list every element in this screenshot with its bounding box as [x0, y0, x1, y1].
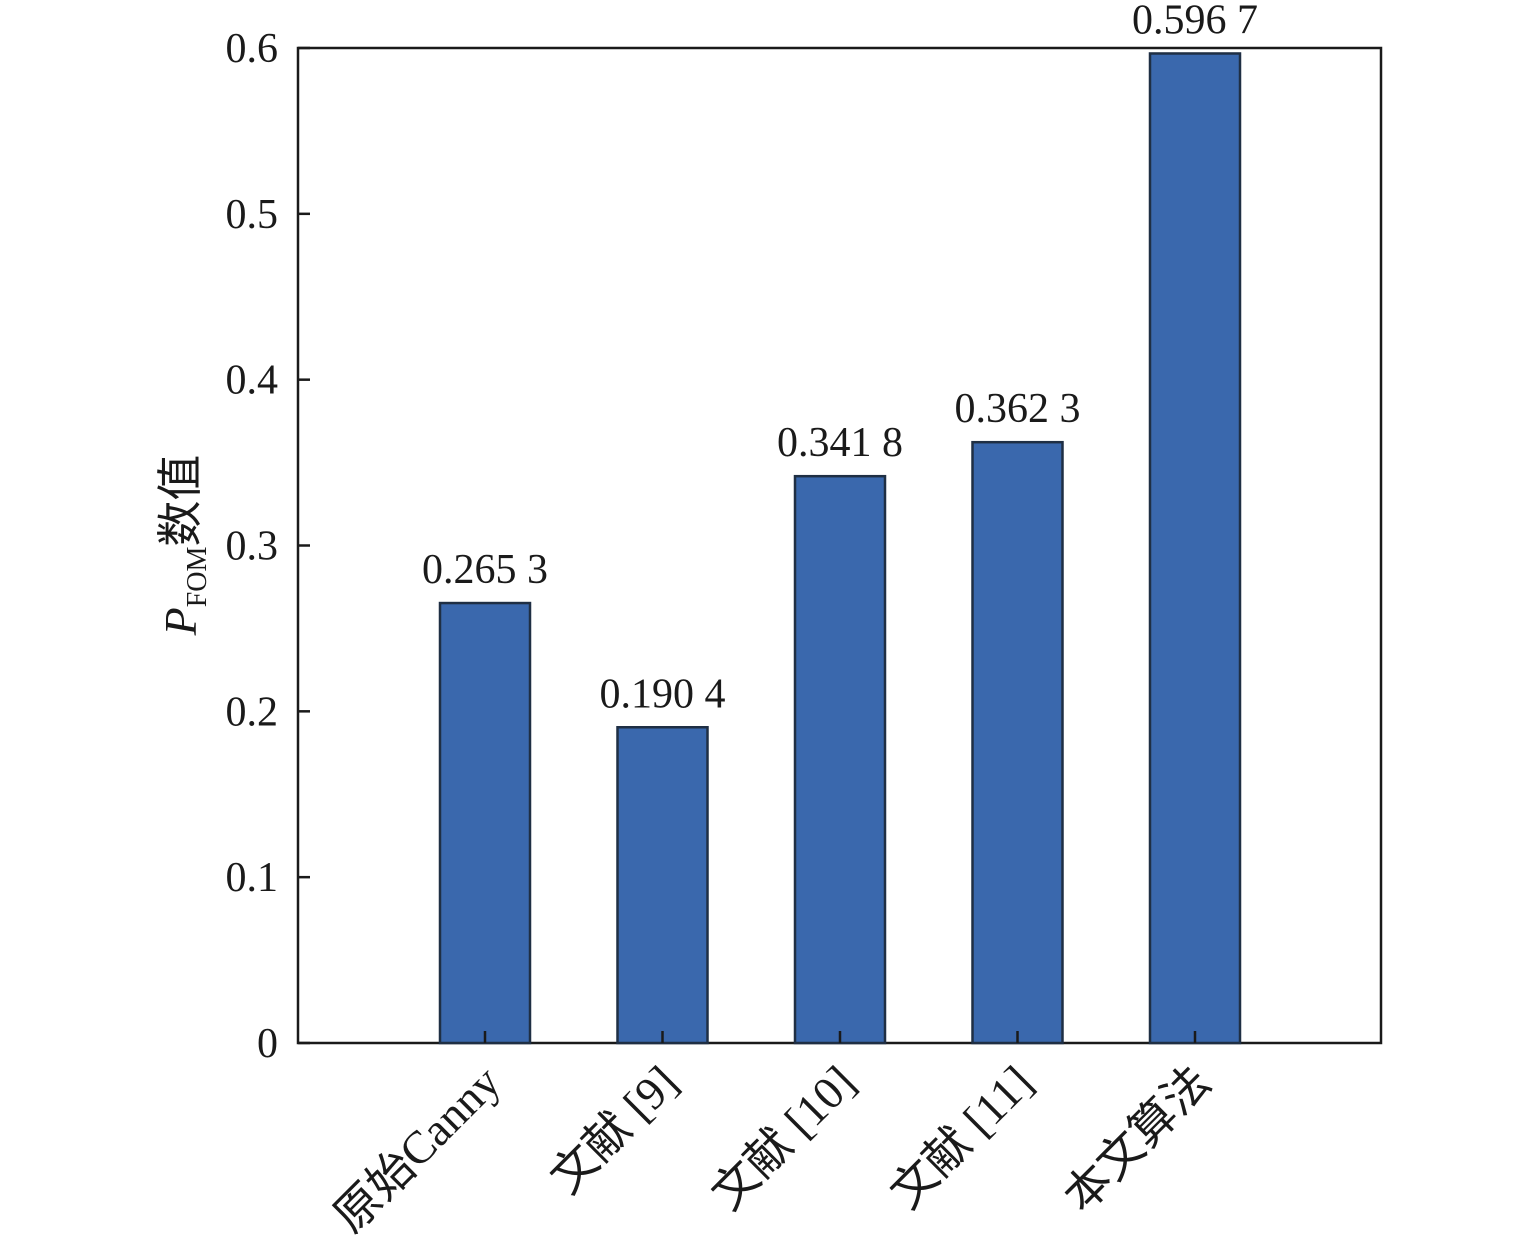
- bar-value-label: 0.265 3: [422, 547, 548, 593]
- y-tick-label: 0.1: [226, 855, 279, 901]
- bar: [793, 474, 887, 1045]
- y-axis-title: PFOM数值: [155, 455, 213, 637]
- x-category-label: 文献 [11]: [880, 1056, 1042, 1218]
- y-tick-label: 0.6: [226, 26, 279, 72]
- bar-value-label: 0.190 4: [600, 671, 726, 717]
- x-category-label: 本文算法: [1054, 1056, 1220, 1222]
- bar-value-label: 0.596 7: [1132, 0, 1258, 43]
- x-category-label: 原始Canny: [324, 1056, 510, 1242]
- y-tick-label: 0.5: [226, 192, 279, 238]
- y-axis-label-main: P: [155, 607, 206, 636]
- bar: [616, 726, 709, 1045]
- bar: [438, 601, 532, 1045]
- x-category-label: 文献 [9]: [540, 1056, 687, 1203]
- x-category-label: 文献 [10]: [702, 1056, 865, 1219]
- bar: [1148, 52, 1242, 1045]
- bar-value-label: 0.341 8: [777, 420, 903, 466]
- y-axis-label-subscript: FOM: [182, 547, 213, 608]
- y-tick-label: 0.4: [226, 358, 279, 404]
- svg-text:PFOM数值: PFOM数值: [155, 455, 213, 637]
- y-tick-label: 0.2: [226, 689, 279, 735]
- y-axis-label-suffix: 数值: [155, 455, 206, 547]
- y-tick-label: 0.3: [226, 524, 279, 570]
- bar: [971, 440, 1064, 1045]
- y-tick-label: 0: [257, 1021, 278, 1067]
- bar-value-label: 0.362 3: [955, 386, 1081, 432]
